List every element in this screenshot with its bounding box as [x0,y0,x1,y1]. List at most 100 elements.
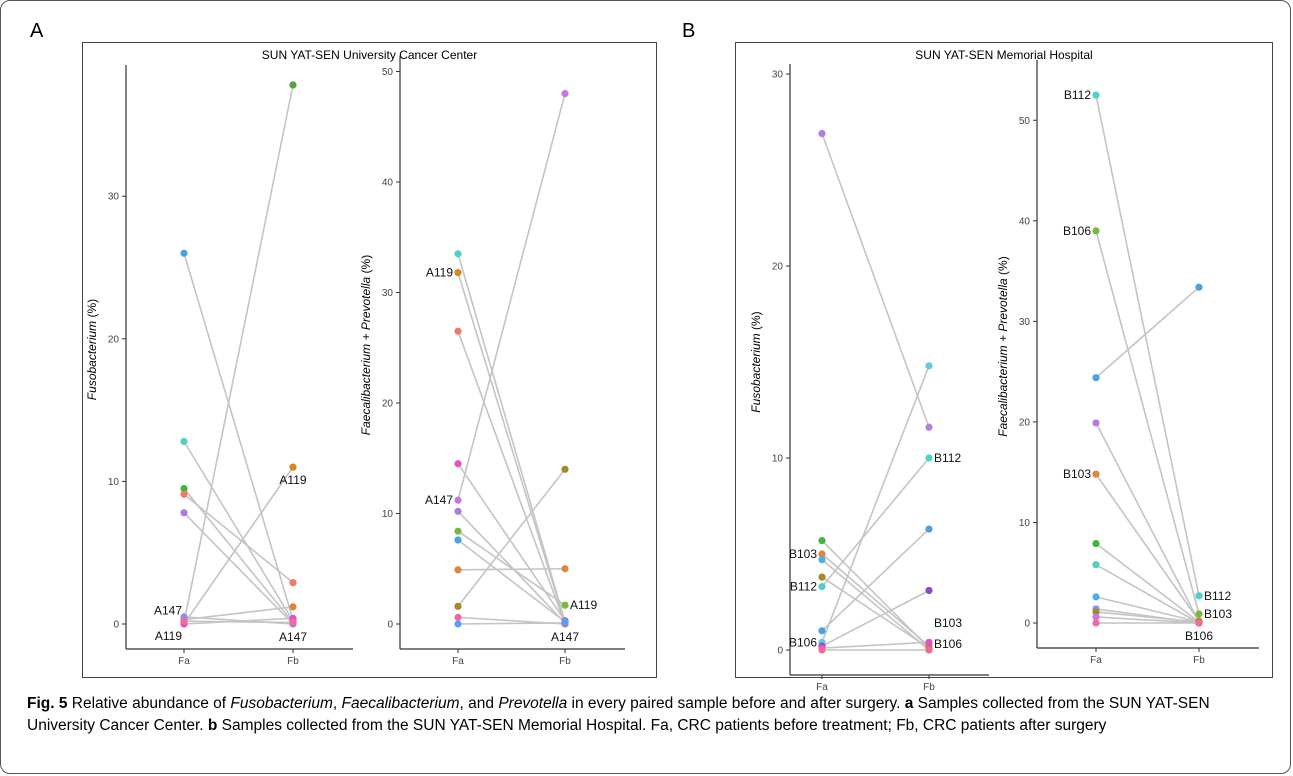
chart-b-faecali-prevotella: 0 10 20 30 40 50 Fa Fb Faecalibacterium + Prevot… [996,60,1259,666]
caption-fig-label: Fig. 5 [27,695,68,712]
series-line [457,567,566,571]
series-line [821,576,930,649]
y-tick-label: 30 [382,288,394,299]
data-point [925,454,933,462]
sample-label: A119 [570,598,597,612]
x-tick-label: Fb [559,656,571,667]
caption-panel-a-ref: a [904,695,914,712]
sample-label: B103 [934,616,962,630]
series-line [183,253,294,620]
series-line [1095,286,1200,379]
data-point [818,583,826,591]
sample-label: B106 [1063,224,1091,238]
data-point [561,90,569,98]
caption-italic: Faecalibacterium [341,695,460,712]
data-point [1195,619,1203,627]
y-tick-label: 40 [1019,216,1031,227]
data-point [454,527,462,535]
y-tick-label: 10 [772,454,784,465]
sample-label: A147 [551,630,579,644]
data-point [1195,610,1203,618]
data-point [1092,374,1100,382]
data-point [454,269,462,277]
panel-a: SUN YAT-SEN University Cancer Center [82,42,657,678]
series-line [457,539,566,623]
series-line [183,493,294,584]
series-line [821,589,930,647]
series-line [183,441,294,622]
caption-text: Relative abundance of [67,695,231,712]
data-point [180,249,188,257]
data-point [454,602,462,610]
data-point [180,490,188,498]
series-line [821,457,930,588]
data-point [454,536,462,544]
series-line [183,620,294,624]
y-tick-label: 40 [382,178,394,189]
data-point [818,646,826,654]
x-tick-label: Fb [287,656,299,667]
sample-label: B103 [1063,467,1091,481]
series-line [183,488,294,624]
series-line [1095,422,1200,623]
caption-text: in every paired sample before and after … [567,695,905,712]
y-tick-label: 30 [1019,317,1031,328]
data-point [180,617,188,625]
data-point [925,423,933,431]
sample-label: A119 [279,473,306,487]
series-line [1095,596,1200,623]
y-axis-label: Faecalibacterium + Prevotella (%) [359,255,373,435]
y-tick-label: 0 [1024,619,1030,630]
data-point [454,566,462,574]
data-point [454,507,462,515]
sample-label: A147 [279,630,307,644]
series-line [183,466,294,625]
data-point [925,638,933,646]
data-point [925,525,933,533]
y-tick-label: 0 [777,646,783,657]
series-line [821,641,930,649]
series-line [1095,473,1200,622]
y-tick-label: 30 [108,192,120,203]
figure-caption: Fig. 5 Relative abundance of Fusobacteri… [27,693,1272,737]
data-point [454,620,462,628]
data-point [561,565,569,573]
series-line [457,93,566,501]
data-point [1092,561,1100,569]
data-point [289,603,297,611]
data-point [180,484,188,493]
data-point [289,618,297,627]
data-point [180,509,188,517]
data-point [289,81,297,89]
data-point [454,327,462,335]
data-point [1092,227,1100,235]
data-point [1195,592,1203,600]
caption-text: , and [459,695,499,712]
chart-a-fusobacterium: 0 10 20 30 Fa Fb Fusobacterium (%) A119 A147 A119… [85,65,353,667]
data-point [1092,608,1100,616]
data-point [1092,539,1100,548]
data-point [818,627,826,635]
chart-a-faecali-prevotella: 0 10 20 30 40 50 Fa Fb Faecalibacterium + Prevot… [359,56,625,667]
series-line [457,253,566,623]
data-point [180,437,188,446]
sample-label: A119 [155,629,182,643]
series-line [821,365,930,643]
data-point [1092,619,1100,627]
y-tick-label: 20 [108,334,120,345]
x-tick-label: Fb [923,682,935,693]
y-axis-label: Faecalibacterium + Prevotella (%) [996,256,1010,436]
data-point [561,601,569,609]
x-tick-label: Fb [1193,655,1205,666]
data-point [1092,613,1100,621]
data-point [925,586,933,595]
series-line [457,622,566,625]
series-line [457,530,566,606]
sample-label: B106 [1185,629,1213,643]
data-point [561,619,569,627]
data-point [454,250,462,258]
series-line [457,272,566,624]
caption-panel-b-ref: b [207,717,218,734]
sample-label: B106 [934,637,962,651]
data-point [1092,91,1100,99]
